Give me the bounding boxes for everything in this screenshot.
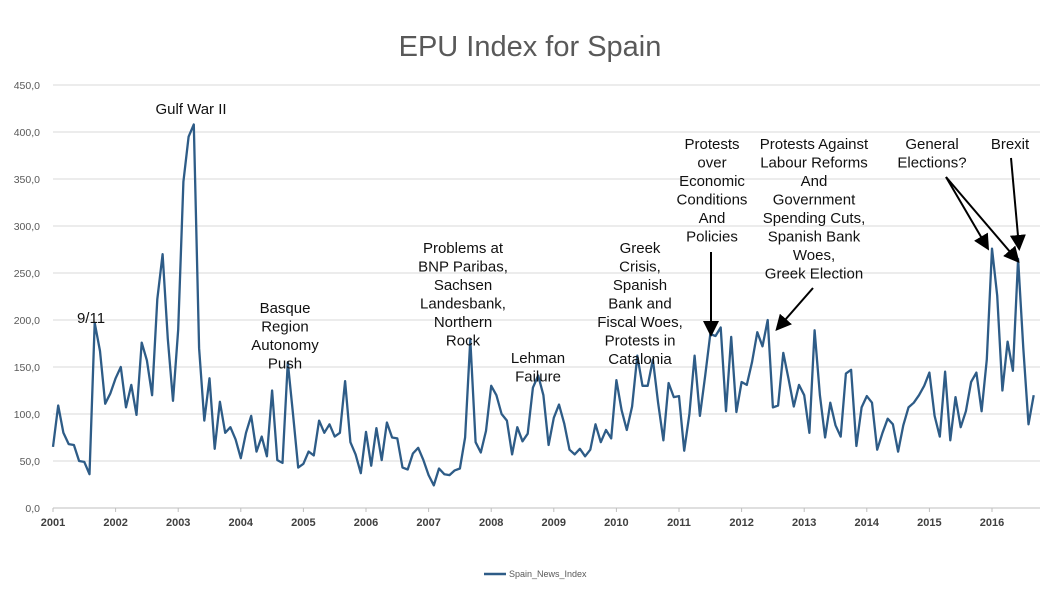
annotation-protests-against: Protests Against Labour Reforms And Governm… — [760, 136, 869, 283]
annotation-line: Bank and — [608, 296, 671, 313]
annotation-line: Sachsen — [434, 277, 492, 294]
arrow-general-elections-1 — [945, 176, 990, 251]
annotation-lehman: Lehman Failure — [511, 350, 565, 386]
annotation-line: Problems at — [423, 240, 504, 257]
x-tick-label: 2006 — [354, 517, 378, 529]
annotation-line: Lehman — [511, 350, 565, 367]
annotation-line: Elections? — [897, 155, 966, 172]
x-tick-label: 2002 — [103, 517, 127, 529]
y-tick-label: 350,0 — [14, 174, 40, 186]
y-axis-ticks: 0,0 50,0 100,0 150,0 200,0 250,0 300,0 350,0 400… — [14, 80, 40, 515]
annotation-line: Protests — [684, 136, 739, 153]
series-line — [51, 123, 1035, 487]
annotation-line: Gulf War II — [155, 101, 226, 118]
annotation-9-11: 9/11 — [77, 310, 105, 327]
y-tick-label: 200,0 — [14, 315, 40, 327]
annotation-line: BNP Paribas, — [418, 259, 508, 276]
annotation-line: Government — [773, 192, 856, 209]
annotation-greek-crisis: Greek Crisis, Spanish Bank and Fiscal Woes, P… — [597, 240, 683, 368]
x-tick-label: 2003 — [166, 517, 190, 529]
legend-label: Spain_News_Index — [509, 569, 587, 579]
y-tick-label: 450,0 — [14, 80, 40, 92]
annotation-line: Landesbank, — [420, 296, 506, 313]
x-tick-label: 2013 — [792, 517, 816, 529]
annotation-line: General — [905, 136, 958, 153]
annotation-line: Catalonia — [608, 351, 672, 368]
annotation-line: Spanish — [613, 277, 667, 294]
y-tick-label: 300,0 — [14, 221, 40, 233]
x-axis-ticks: 2001 2002 2003 2004 2005 2006 2007 2008 2009 2010… — [41, 508, 1004, 529]
annotation-line: Rock — [446, 333, 481, 350]
x-tick-label: 2011 — [667, 517, 691, 529]
annotation-line: Greek — [620, 240, 661, 257]
annotation-line: Spanish Bank — [768, 229, 861, 246]
x-tick-label: 2014 — [855, 517, 880, 529]
y-tick-label: 100,0 — [14, 409, 40, 421]
annotation-basque: Basque Region Autonomy Push — [251, 300, 319, 373]
annotations: 9/11 Gulf War II Basque Region Autonomy Push P… — [77, 101, 1030, 386]
y-tick-label: 400,0 — [14, 127, 40, 139]
annotation-gulf-war: Gulf War II — [155, 101, 226, 118]
annotation-line: Brexit — [991, 136, 1030, 153]
chart-title: EPU Index for Spain — [399, 31, 662, 63]
x-tick-label: 2009 — [542, 517, 566, 529]
x-tick-label: 2016 — [980, 517, 1004, 529]
annotation-general-elections: General Elections? — [897, 136, 966, 172]
annotation-line: Failure — [515, 369, 561, 386]
annotation-line: Northern — [434, 314, 492, 331]
annotation-line: Greek Election — [765, 266, 863, 283]
annotation-line: Woes, — [793, 247, 835, 264]
x-tick-label: 2001 — [41, 517, 65, 529]
annotation-line: Policies — [686, 229, 738, 246]
x-tick-label: 2005 — [291, 517, 315, 529]
y-tick-label: 150,0 — [14, 362, 40, 374]
arrow-brexit — [1009, 157, 1026, 251]
annotation-arrows — [703, 157, 1026, 337]
annotation-line: Economic — [679, 173, 745, 190]
annotation-line: Labour Reforms — [760, 155, 868, 172]
annotation-line: 9/11 — [77, 310, 105, 327]
annotation-line: over — [697, 155, 726, 172]
annotation-bnp: Problems at BNP Paribas, Sachsen Landesbank… — [418, 240, 508, 350]
y-tick-label: 0,0 — [25, 503, 40, 515]
annotation-line: And — [801, 173, 828, 190]
x-tick-label: 2012 — [729, 517, 753, 529]
x-tick-label: 2007 — [416, 517, 440, 529]
x-tick-label: 2008 — [479, 517, 503, 529]
legend: Spain_News_Index — [484, 569, 587, 579]
annotation-line: Conditions — [677, 192, 748, 209]
gridlines — [53, 84, 1040, 509]
annotation-line: Crisis, — [619, 259, 661, 276]
y-tick-label: 250,0 — [14, 268, 40, 280]
annotation-line: Spending Cuts, — [763, 210, 866, 227]
x-tick-label: 2015 — [917, 517, 941, 529]
arrow-general-elections-2 — [945, 176, 1020, 264]
annotation-brexit: Brexit — [991, 136, 1030, 153]
annotation-protests-over: Protests over Economic Conditions And Policie… — [677, 136, 748, 246]
x-tick-label: 2004 — [229, 517, 254, 529]
annotation-line: Push — [268, 356, 302, 373]
annotation-line: Protests Against — [760, 136, 869, 153]
annotation-line: Autonomy — [251, 337, 319, 354]
annotation-line: Fiscal Woes, — [597, 314, 683, 331]
annotation-line: Region — [261, 319, 309, 336]
annotation-line: And — [699, 210, 726, 227]
arrow-protests-against — [775, 287, 814, 332]
annotation-line: Protests in — [605, 333, 676, 350]
series-group — [51, 123, 1035, 487]
y-tick-label: 50,0 — [20, 456, 41, 468]
annotation-line: Basque — [260, 300, 311, 317]
x-tick-label: 2010 — [604, 517, 628, 529]
